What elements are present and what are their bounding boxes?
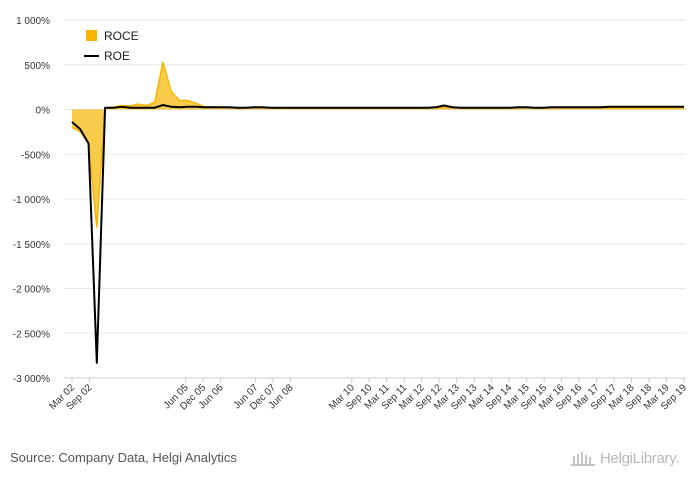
y-tick-label: -1 500% <box>13 240 50 251</box>
y-tick-label: -1 000% <box>13 195 50 206</box>
y-tick-label: -2 000% <box>13 285 50 296</box>
y-tick-label: -3 000% <box>13 374 50 385</box>
source-note: Source: Company Data, Helgi Analytics <box>10 450 237 465</box>
grid-lines <box>64 19 686 379</box>
legend-label-roe: ROE <box>104 49 130 63</box>
plot-area <box>71 61 684 364</box>
chart: 1 000% 500% 0% -500% -1 000% -1 500% -2 000% -2… <box>13 16 690 413</box>
legend: ROCE ROE <box>84 29 139 63</box>
y-tick-label: 500% <box>24 61 50 72</box>
y-tick-label: -500% <box>21 150 50 161</box>
roe-line <box>71 104 684 364</box>
helgi-library-logo[interactable]: HelgiLibrary. <box>570 449 679 467</box>
y-tick-label: 1 000% <box>16 16 50 27</box>
y-axis: 1 000% 500% 0% -500% -1 000% -1 500% -2 000% -2… <box>13 16 50 385</box>
legend-swatch-roce <box>86 30 97 41</box>
library-icon <box>571 452 595 466</box>
y-tick-label: -2 500% <box>13 329 50 340</box>
y-tick-label: 0% <box>36 106 51 117</box>
logo-text: HelgiLibrary. <box>600 449 680 467</box>
roce-area <box>72 62 684 228</box>
legend-label-roce: ROCE <box>104 29 139 43</box>
